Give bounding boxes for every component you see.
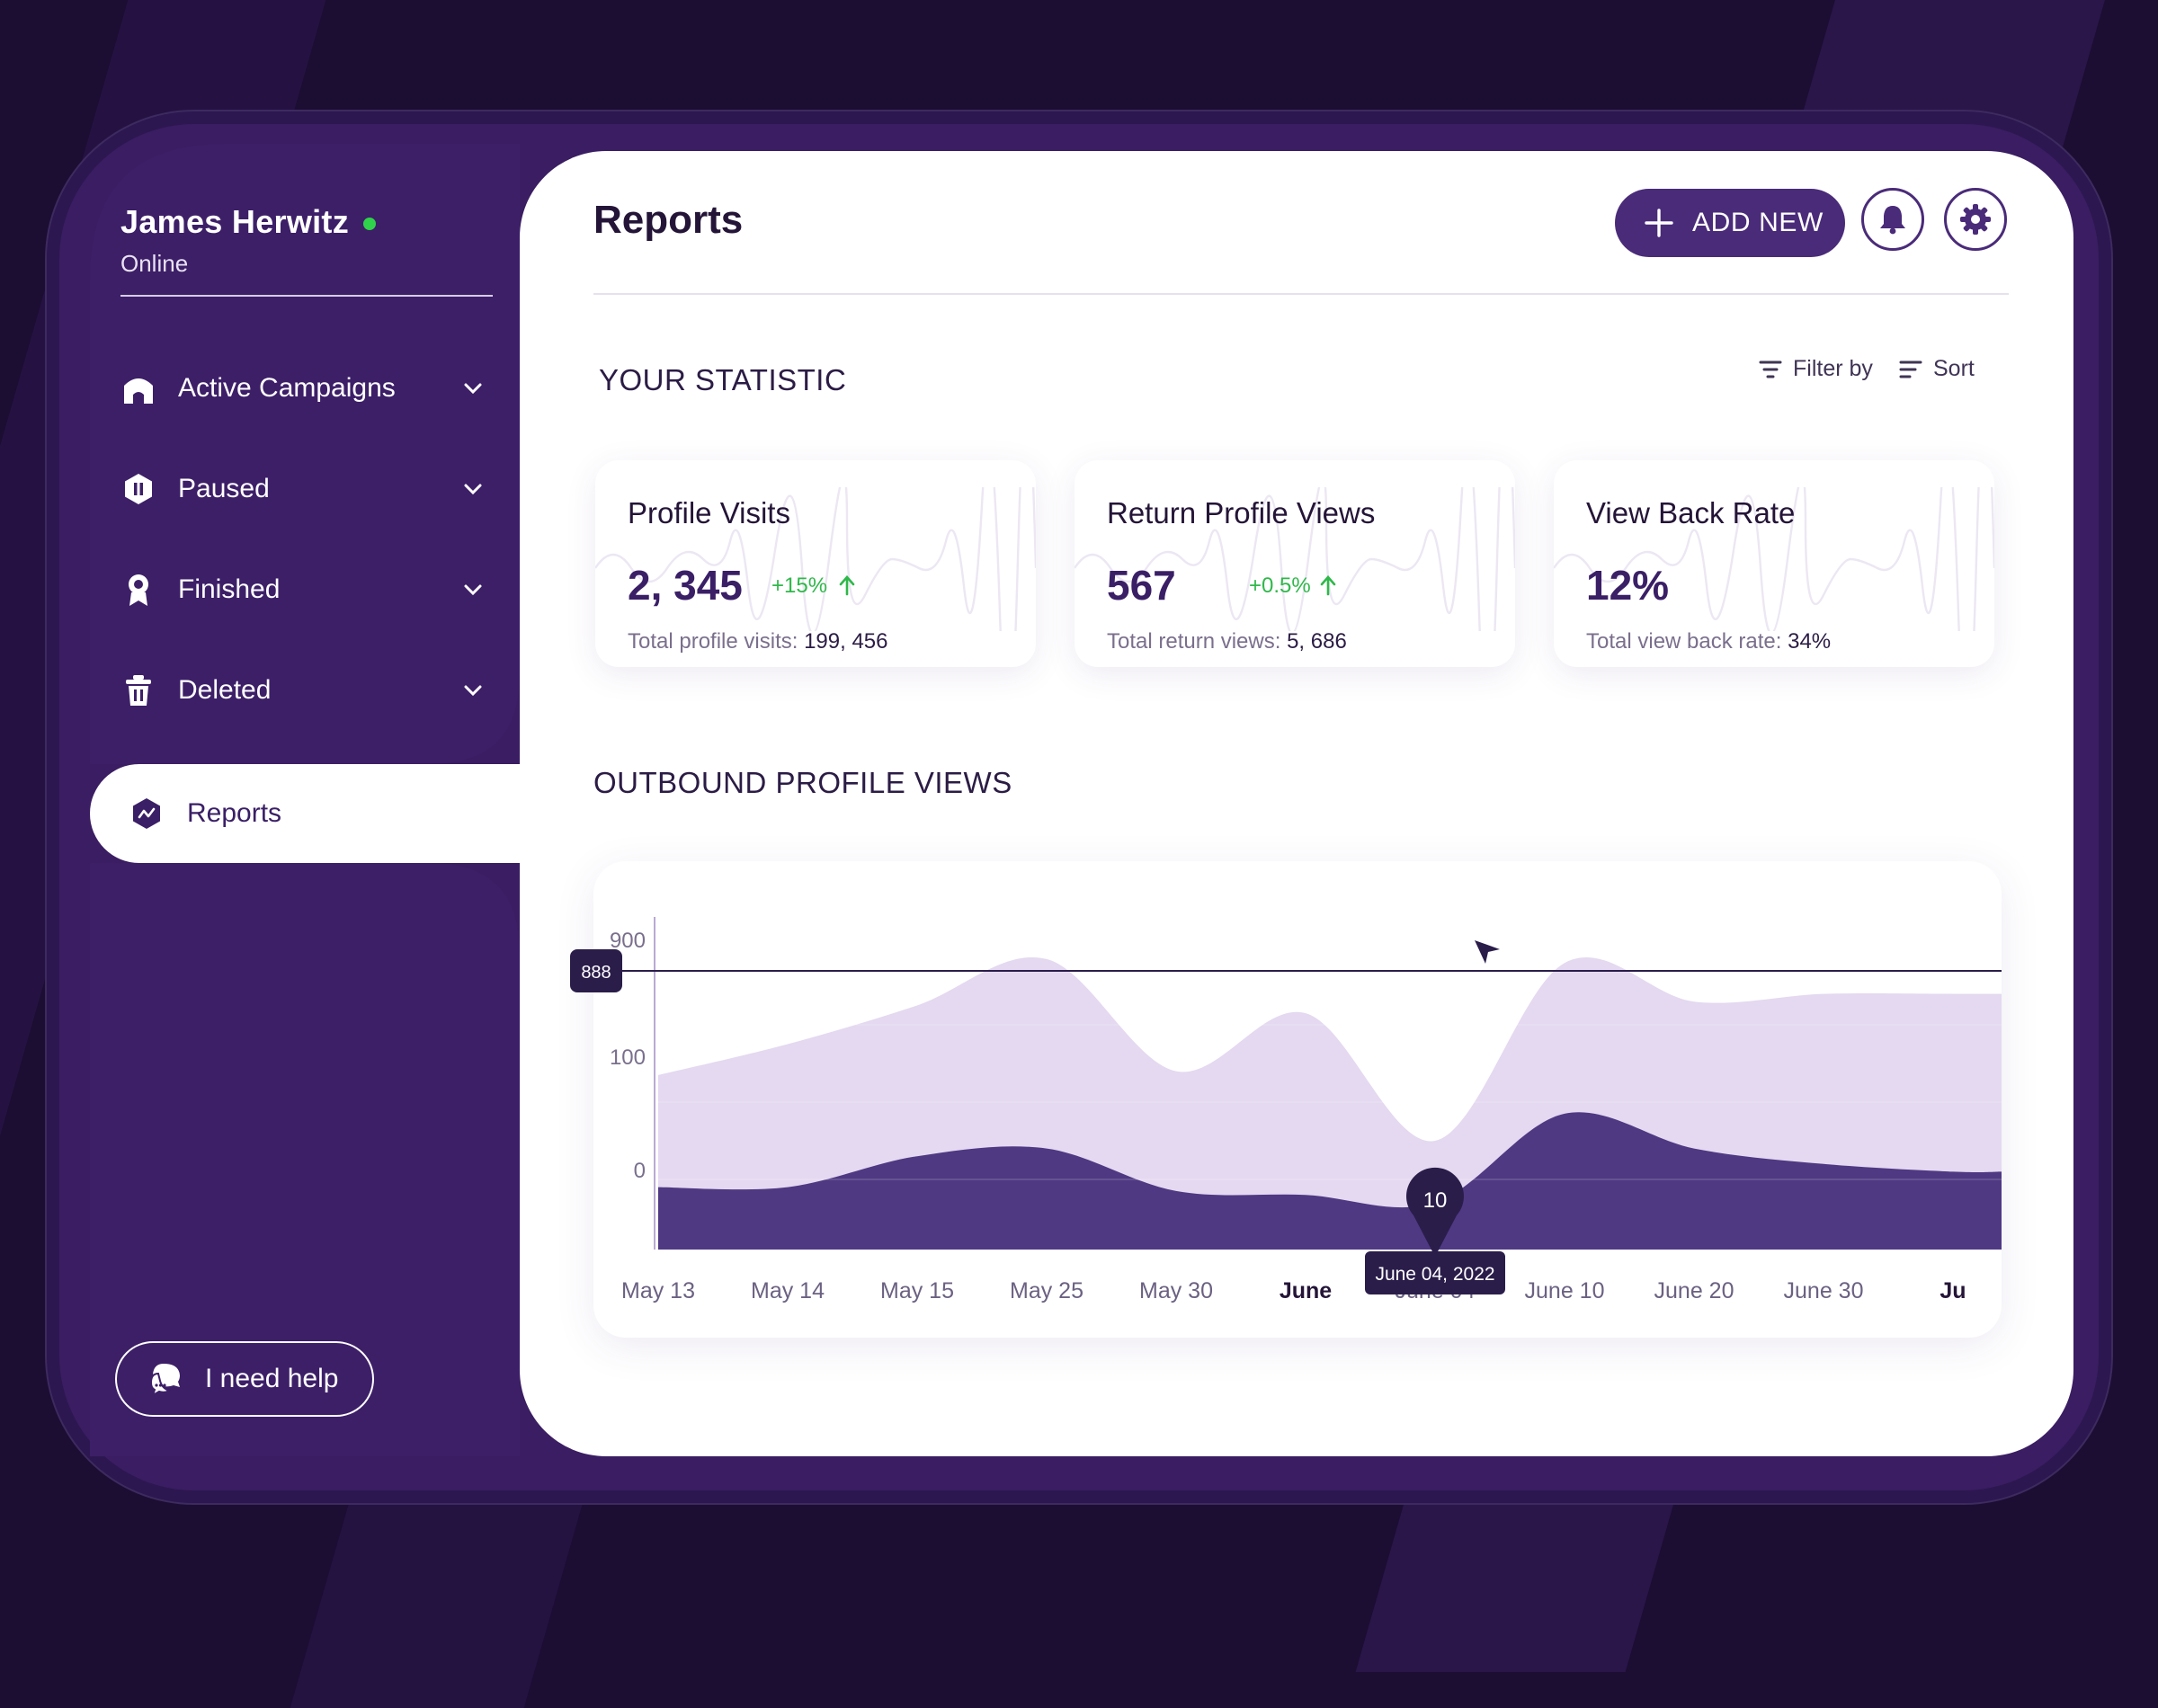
arrow-up-icon xyxy=(1321,575,1336,596)
sparkline-decoration xyxy=(595,487,1036,631)
chevron-down-icon xyxy=(464,685,482,697)
x-tick-label: May 14 xyxy=(751,1278,825,1303)
x-tick-label: May 30 xyxy=(1139,1278,1213,1303)
stat-sub-label: Total view back rate: xyxy=(1586,629,1782,654)
mouse-cursor-icon xyxy=(1475,940,1500,964)
campaign-icon xyxy=(120,370,156,406)
sidebar-item-label: Paused xyxy=(178,474,270,503)
sparkline-decoration xyxy=(1554,487,1994,631)
sidebar-item-finished[interactable]: Finished xyxy=(120,563,493,617)
stat-change: +15% xyxy=(771,574,857,599)
date-tooltip xyxy=(1365,1251,1505,1294)
chevron-down-icon xyxy=(464,484,482,495)
chart-section-title: OUTBOUND PROFILE VIEWS xyxy=(593,766,1012,799)
chevron-down-icon xyxy=(464,584,482,596)
page-title: Reports xyxy=(593,198,744,242)
stat-title: View Back Rate xyxy=(1586,496,1796,529)
trash-icon xyxy=(120,672,156,708)
area-series-2 xyxy=(658,1112,2002,1250)
stat-title: Return Profile Views xyxy=(1107,496,1376,529)
chevron-down-icon xyxy=(464,383,482,395)
sidebar-item-active-campaigns[interactable]: Active Campaigns xyxy=(120,361,493,415)
help-button[interactable]: I need help xyxy=(115,1341,374,1417)
stat-card-return-profile-views[interactable]: Return Profile Views 567 +0.5% Total ret… xyxy=(1075,460,1515,667)
y-tick-label: 0 xyxy=(634,1159,646,1183)
x-tick-label: June 10 xyxy=(1525,1278,1605,1303)
sidebar-item-paused[interactable]: Paused xyxy=(120,462,493,516)
award-icon xyxy=(120,572,156,608)
stat-title: Profile Visits xyxy=(628,496,790,529)
stat-subtext: Total view back rate: 34% xyxy=(1586,629,1831,654)
filter-icon xyxy=(1759,360,1782,378)
stat-subtext: Total return views: 5, 686 xyxy=(1107,629,1347,654)
stat-sub-label: Total profile visits: xyxy=(628,629,798,654)
filter-label: Filter by xyxy=(1793,356,1873,381)
user-divider xyxy=(120,295,493,297)
reference-badge xyxy=(570,949,622,992)
stat-value: 567 xyxy=(1107,562,1176,609)
stat-card-profile-visits[interactable]: Profile Visits 2, 345 +15% Total profile… xyxy=(595,460,1036,667)
sidebar-item-reports[interactable]: Reports xyxy=(90,764,522,863)
arrow-up-icon xyxy=(839,575,855,596)
stat-change: +0.5% xyxy=(1249,574,1338,599)
x-tick-label: June xyxy=(1280,1278,1332,1303)
plus-icon xyxy=(1645,209,1673,237)
user-name: James Herwitz xyxy=(120,203,350,240)
sidebar-item-label: Finished xyxy=(178,574,281,604)
help-label: I need help xyxy=(205,1364,339,1393)
x-tick-label: May 13 xyxy=(621,1278,695,1303)
stat-change-value: +15% xyxy=(771,574,828,598)
sidebar-item-label: Reports xyxy=(187,798,282,828)
stat-sub-value: 199, 456 xyxy=(804,629,888,654)
online-status-dot xyxy=(363,218,376,230)
chat-bubble-icon xyxy=(149,1361,185,1397)
sidebar-panel xyxy=(90,144,520,1456)
x-tick-label: May 25 xyxy=(1010,1278,1083,1303)
stat-sub-label: Total return views: xyxy=(1107,629,1281,654)
stat-change-value: +0.5% xyxy=(1249,574,1311,598)
settings-button[interactable] xyxy=(1944,188,2007,251)
x-tick-label: Ju xyxy=(1940,1278,1966,1303)
stat-subtext: Total profile visits: 199, 456 xyxy=(628,629,888,654)
stat-sub-value: 5, 686 xyxy=(1287,629,1347,654)
user-status: Online xyxy=(120,250,189,277)
y-tick-label: 900 xyxy=(610,929,646,953)
bell-icon xyxy=(1880,206,1905,235)
gear-icon xyxy=(1960,204,1991,235)
header-divider xyxy=(593,293,2009,295)
pause-icon xyxy=(120,471,156,507)
notifications-button[interactable] xyxy=(1861,188,1924,251)
sort-label: Sort xyxy=(1933,356,1975,381)
stat-sub-value: 34% xyxy=(1788,629,1832,654)
stat-value: 12% xyxy=(1586,562,1670,609)
x-tick-label: June 30 xyxy=(1784,1278,1864,1303)
date-tooltip-label: June 04, 2022 xyxy=(1375,1264,1494,1285)
add-new-label: ADD NEW xyxy=(1692,208,1824,237)
y-tick-label: 100 xyxy=(610,1045,646,1070)
stat-card-view-back-rate[interactable]: View Back Rate 12% Total view back rate:… xyxy=(1554,460,1994,667)
reports-icon xyxy=(129,796,164,831)
highlight-value: 10 xyxy=(1423,1188,1448,1213)
add-new-button[interactable]: ADD NEW xyxy=(1615,189,1845,257)
x-tick-label: May 15 xyxy=(880,1278,954,1303)
sort-button[interactable]: Sort xyxy=(1899,356,1975,382)
sidebar-item-deleted[interactable]: Deleted xyxy=(120,663,493,717)
sparkline-decoration xyxy=(1075,487,1515,631)
reference-label: 888 xyxy=(581,963,611,983)
filter-button[interactable]: Filter by xyxy=(1759,356,1873,382)
sort-icon xyxy=(1899,360,1922,378)
sidebar-item-label: Deleted xyxy=(178,675,272,705)
statistic-section-title: YOUR STATISTIC xyxy=(599,363,847,396)
stat-value: 2, 345 xyxy=(628,562,743,609)
outbound-profile-views-chart[interactable]: 0 100 900 888 May 13 May 14 May 15 May 25 May 30… xyxy=(570,899,2005,1321)
sidebar-item-label: Active Campaigns xyxy=(178,373,396,403)
highlight-marker[interactable] xyxy=(1406,1167,1464,1257)
x-tick-label: June 20 xyxy=(1654,1278,1734,1303)
